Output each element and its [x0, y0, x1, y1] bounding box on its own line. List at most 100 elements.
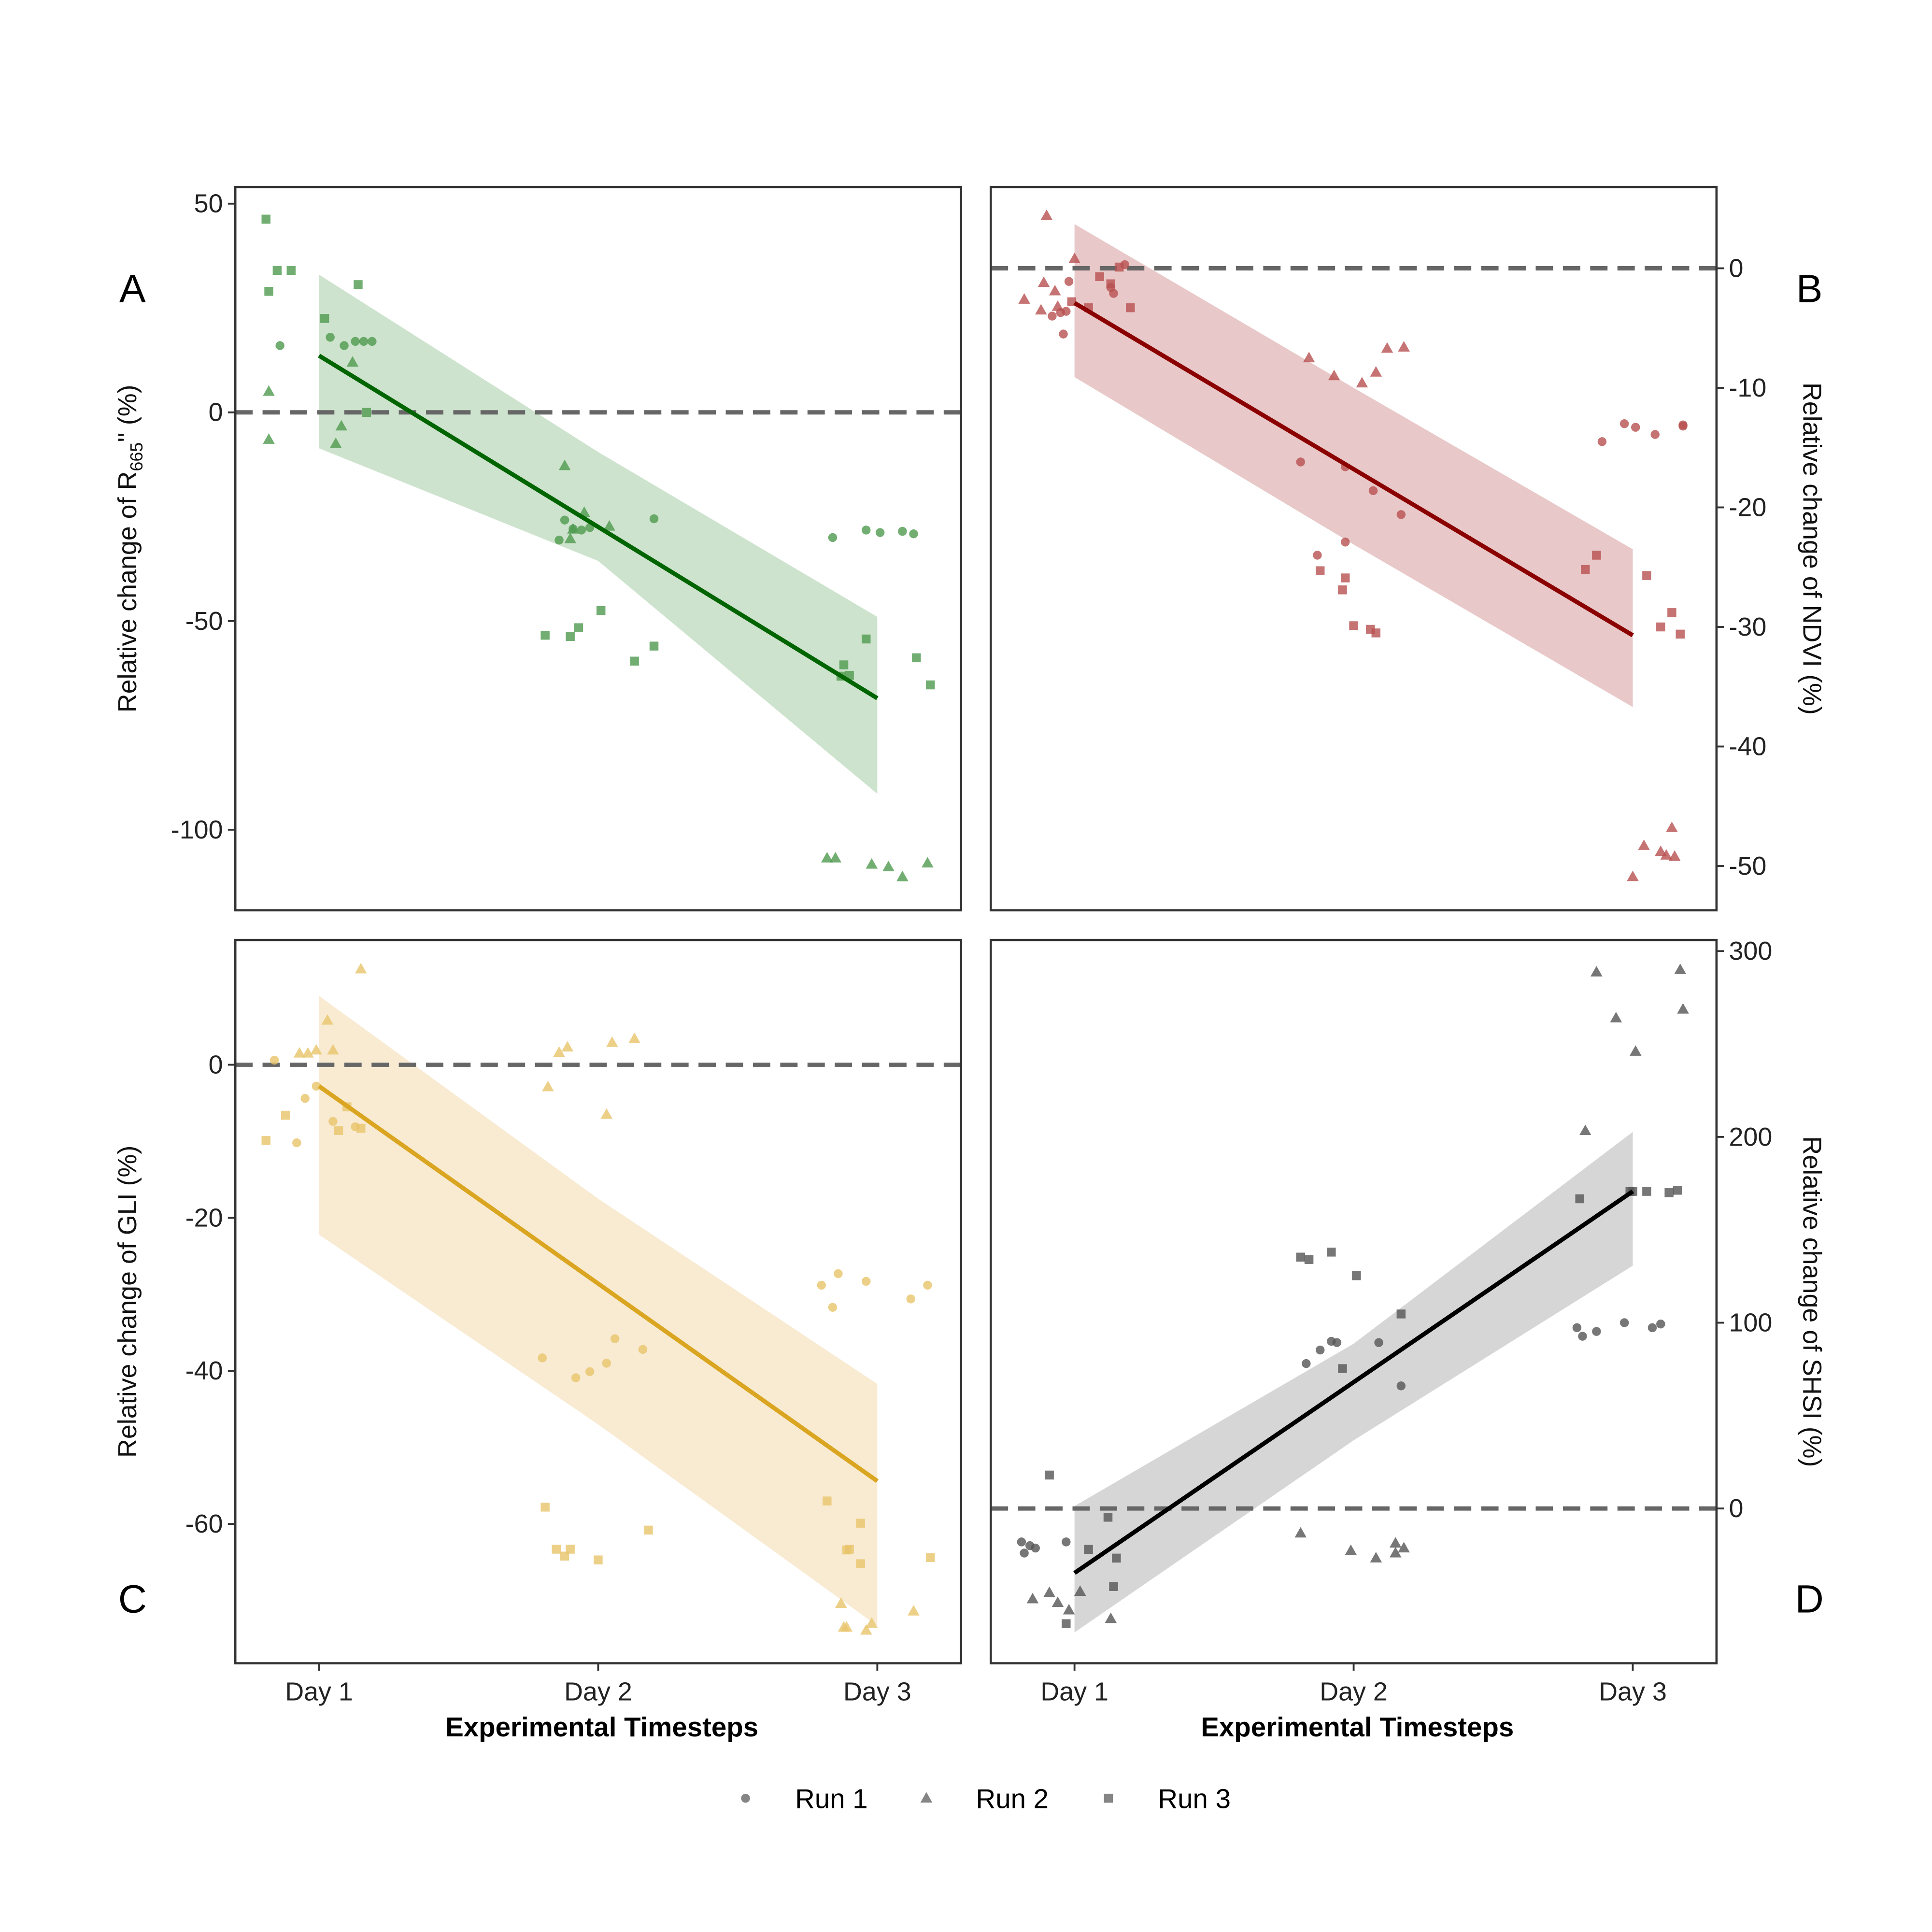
point-run-2	[860, 1624, 872, 1635]
panel-letter: D	[1795, 1577, 1824, 1621]
point-run-1	[1619, 419, 1629, 428]
point-run-2	[1389, 1547, 1402, 1558]
point-run-3	[845, 1545, 854, 1554]
point-run-2	[1591, 966, 1603, 977]
point-run-3	[594, 1555, 603, 1564]
point-run-2	[1063, 1604, 1075, 1615]
point-run-2	[1668, 850, 1681, 861]
point-run-3	[856, 1559, 865, 1568]
point-run-2	[821, 852, 833, 863]
fit-line	[318, 354, 879, 700]
point-run-2	[1381, 342, 1393, 353]
legend-label: Run 3	[1158, 1784, 1231, 1814]
point-run-3	[261, 214, 270, 224]
point-run-3	[261, 1136, 270, 1145]
point-run-2	[335, 420, 348, 431]
point-run-1	[1064, 277, 1074, 286]
point-run-3	[1642, 1187, 1651, 1196]
y-axis-label: Relative change of GLI (%)	[113, 1146, 142, 1458]
point-run-1	[875, 528, 885, 537]
point-run-2	[346, 356, 359, 367]
point-run-3	[1338, 1364, 1347, 1373]
point-run-1	[602, 1359, 611, 1368]
y-tick-label: -50	[1729, 852, 1766, 881]
point-run-1	[1296, 457, 1305, 467]
point-run-3	[1396, 1309, 1406, 1319]
point-run-1	[300, 1094, 310, 1103]
point-run-2	[1398, 1542, 1410, 1553]
point-run-2	[1074, 1585, 1086, 1596]
point-run-2	[908, 1605, 920, 1616]
y-tick-label: 0	[1729, 1494, 1743, 1523]
point-run-1	[340, 341, 349, 350]
point-run-2	[1043, 1586, 1055, 1597]
point-run-2	[1105, 1612, 1117, 1623]
point-run-3	[1338, 585, 1347, 595]
point-run-2	[1666, 822, 1678, 832]
point-run-2	[1660, 849, 1673, 860]
point-run-2	[293, 1047, 306, 1058]
point-run-3	[1664, 1188, 1674, 1197]
point-run-3	[862, 634, 871, 644]
point-run-3	[356, 1123, 366, 1133]
point-run-2	[327, 1044, 339, 1055]
point-run-2	[1328, 369, 1340, 381]
point-run-2	[896, 870, 909, 881]
point-run-3	[566, 1545, 575, 1554]
point-run-1	[351, 337, 360, 346]
point-run-3	[566, 632, 575, 641]
y-axis-label-subscript: 665	[127, 442, 146, 471]
point-run-1	[1059, 329, 1068, 339]
point-run-3	[839, 660, 849, 669]
point-run-3	[1095, 272, 1104, 282]
point-run-2	[1356, 377, 1368, 388]
point-run-2	[1051, 300, 1064, 311]
point-run-2	[263, 385, 275, 396]
point-run-2	[1049, 284, 1061, 296]
point-run-3	[1126, 303, 1135, 313]
point-run-1	[1578, 1332, 1587, 1341]
point-run-3	[334, 1126, 343, 1135]
y-tick-label: 0	[209, 398, 223, 427]
y-axis-label-suffix: '' (%)	[113, 384, 142, 442]
panel-d: 0 100 200 300 Relative change of SHSI (%) Day…	[989, 937, 1826, 1742]
point-run-2	[1018, 293, 1030, 304]
point-run-1	[1650, 430, 1660, 439]
point-run-2	[1035, 304, 1047, 315]
point-run-2	[321, 1014, 334, 1025]
point-run-3	[1352, 1271, 1361, 1280]
point-run-2	[1629, 1045, 1642, 1056]
point-run-3	[362, 408, 371, 417]
point-run-2	[1370, 1552, 1382, 1563]
plot-frame	[989, 185, 1718, 911]
point-run-1	[1396, 510, 1406, 519]
point-run-3	[925, 680, 935, 690]
fit-line	[1073, 1189, 1634, 1575]
point-run-1	[1374, 1338, 1383, 1347]
panel-letter: B	[1796, 267, 1823, 311]
legend-item-run-2: Run 2	[920, 1784, 1049, 1814]
point-run-2	[310, 1044, 323, 1055]
point-run-3	[320, 314, 329, 323]
point-run-1	[359, 337, 369, 346]
point-run-2	[1345, 1544, 1357, 1555]
y-tick-label: -10	[1729, 373, 1766, 402]
point-run-2	[553, 1046, 565, 1057]
point-run-3	[1371, 628, 1381, 638]
legend-item-run-1: Run 1	[741, 1784, 868, 1814]
point-run-2	[840, 1621, 853, 1632]
y-tick-label: -50	[185, 607, 223, 636]
point-run-2	[1051, 1596, 1064, 1607]
legend-square-icon	[1104, 1793, 1113, 1803]
point-run-1	[1592, 1327, 1601, 1336]
point-run-3	[574, 623, 583, 632]
legend-triangle-icon	[920, 1792, 933, 1803]
point-run-3	[354, 280, 363, 289]
point-run-2	[600, 1108, 613, 1119]
point-run-2	[603, 520, 615, 531]
point-run-3	[1673, 1186, 1682, 1195]
point-run-1	[1313, 551, 1322, 560]
point-run-3	[272, 266, 282, 275]
point-run-3	[1592, 551, 1601, 560]
point-run-3	[597, 606, 606, 615]
